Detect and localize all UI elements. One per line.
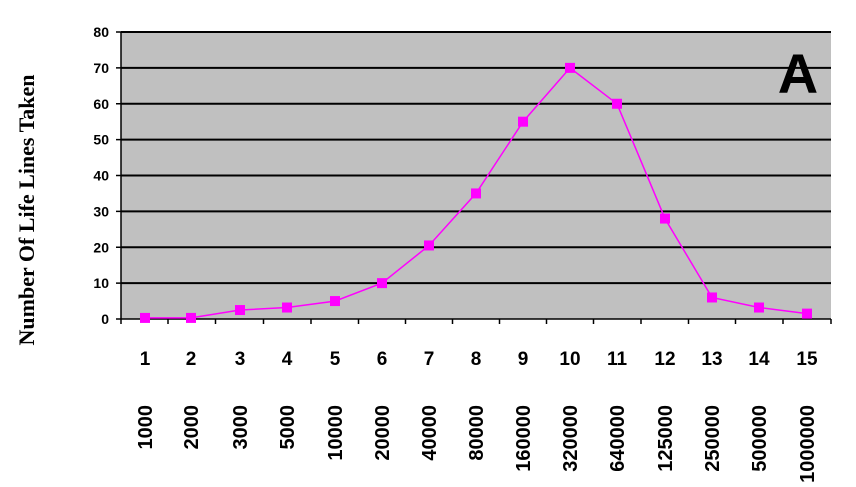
x-tick-label: 4 [282, 349, 293, 370]
data-point-marker [660, 213, 670, 224]
y-axis-label: Number Of Life Lines Taken [14, 75, 39, 346]
x-sub-label: 2000 [181, 405, 203, 450]
y-tick-label: 0 [101, 311, 109, 327]
data-point-marker [707, 292, 717, 303]
y-tick-label: 10 [93, 275, 109, 291]
x-tick-label: 10 [559, 349, 580, 370]
y-tick-label: 40 [93, 168, 109, 184]
x-sub-label: 5000 [277, 405, 299, 450]
x-sub-label: 125000 [655, 405, 677, 472]
data-point-marker [518, 116, 528, 127]
x-tick-label: 1 [140, 349, 151, 370]
data-point-marker [377, 278, 387, 289]
x-tick-label: 8 [471, 349, 482, 370]
x-sub-label: 160000 [513, 405, 535, 472]
x-sub-label: 1000 [135, 405, 157, 450]
data-point-marker [754, 302, 764, 313]
x-sub-label: 3000 [230, 405, 252, 450]
y-axis-ticks: 0 10 20 30 40 50 60 70 80 [93, 24, 121, 327]
y-tick-label: 20 [93, 239, 109, 255]
data-point-marker [330, 296, 340, 307]
data-point-marker [424, 240, 434, 251]
x-sub-label: 20000 [372, 405, 394, 461]
y-tick-label: 60 [93, 96, 109, 112]
y-tick-label: 70 [93, 60, 109, 76]
x-sub-label: 250000 [702, 405, 724, 472]
x-tick-label: 6 [377, 349, 388, 370]
x-tick-label: 3 [235, 349, 246, 370]
x-tick-label: 7 [424, 349, 435, 370]
x-tick-label: 2 [186, 349, 197, 370]
x-sub-label: 320000 [560, 405, 582, 472]
x-tick-label: 11 [607, 349, 628, 370]
y-tick-label: 80 [93, 24, 109, 40]
x-axis-ticks: 1 2 3 4 5 6 7 8 9 10 11 12 13 14 15 [140, 349, 818, 370]
data-point-marker [612, 98, 622, 109]
data-point-marker [282, 302, 292, 313]
x-tick-label: 5 [330, 349, 341, 370]
y-tick-label: 50 [93, 132, 109, 148]
gridlines [121, 31, 831, 285]
data-point-marker [186, 312, 196, 323]
x-tick-label: 15 [796, 349, 818, 370]
data-point-marker [235, 305, 245, 316]
x-tick-label: 14 [748, 349, 770, 370]
x-sub-label: 640000 [607, 405, 629, 472]
x-sub-label: 1000000 [797, 405, 819, 483]
x-sub-label: 40000 [419, 405, 441, 461]
axes [120, 32, 832, 324]
series-markers [140, 62, 812, 323]
x-tick-label: 9 [518, 349, 529, 370]
x-sub-label: 80000 [466, 405, 488, 461]
panel-label: A [778, 42, 818, 105]
data-point-marker [565, 62, 575, 73]
data-point-marker [471, 188, 481, 199]
y-tick-label: 30 [93, 203, 109, 219]
x-tick-label: 12 [654, 349, 675, 370]
x-sub-label: 500000 [749, 405, 771, 472]
x-axis-sublabels: 1000 2000 3000 5000 10000 20000 40000 80000 1600… [135, 405, 819, 483]
x-tick-label: 13 [701, 349, 722, 370]
x-sub-label: 10000 [325, 405, 347, 461]
data-point-marker [140, 312, 150, 323]
data-point-marker [802, 308, 812, 319]
